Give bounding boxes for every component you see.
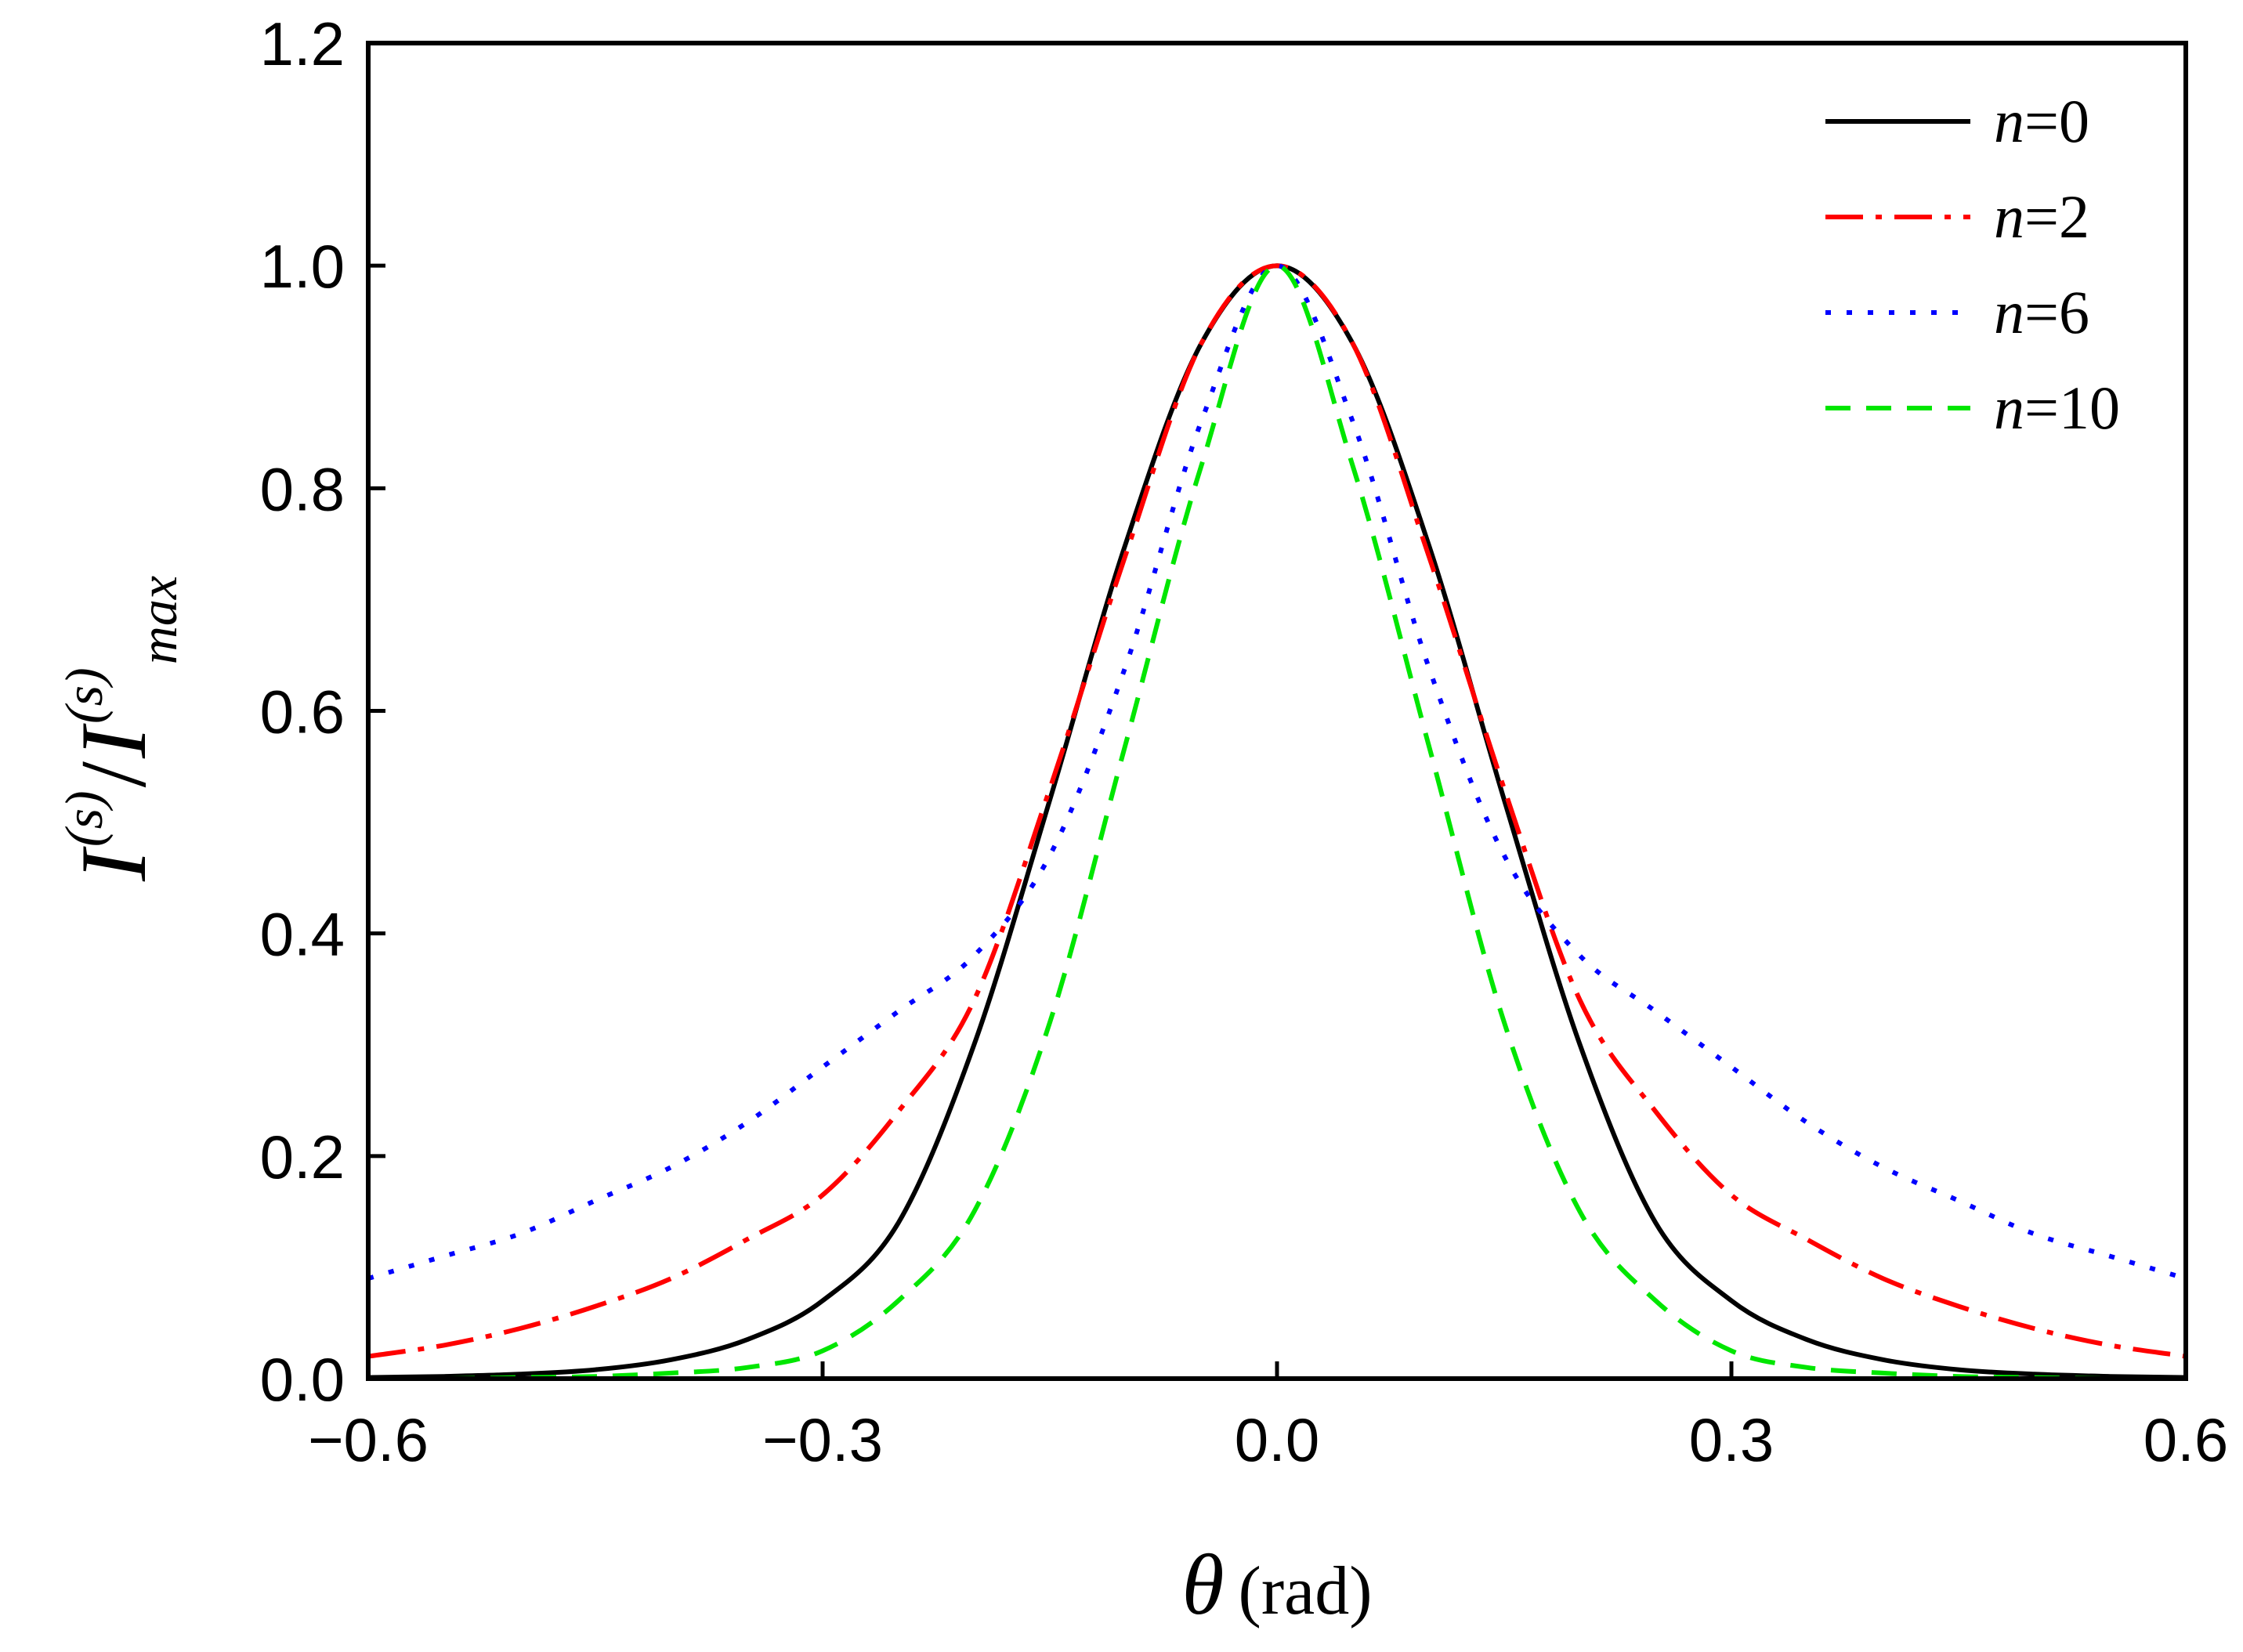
series-line-n=6 [368, 263, 2186, 1281]
x-tick-label: −0.3 [762, 1405, 883, 1474]
y-tick-label: 0.2 [260, 1122, 345, 1191]
legend-label-n=2: n=2 [1994, 183, 2089, 251]
x-tick-label: −0.6 [308, 1405, 429, 1474]
y-tick-label: 0.0 [260, 1345, 345, 1414]
y-axis-sub: max [128, 576, 188, 664]
legend-value: =2 [2024, 183, 2089, 251]
y-tick-label: 0.6 [260, 678, 345, 746]
legend-value: =10 [2024, 374, 2120, 442]
svg-text:I (s) / I: I (s) / I (s) max [54, 576, 188, 882]
x-axis-symbol: θ [1181, 1537, 1224, 1632]
y-tick-label: 0.8 [260, 454, 345, 523]
x-tick-label: 0.6 [2144, 1405, 2228, 1474]
y-tick-label: 1.0 [260, 232, 345, 301]
legend-value: =0 [2024, 87, 2089, 155]
legend-label-n=0: n=0 [1994, 87, 2089, 155]
y-axis-slash: / [61, 761, 165, 787]
legend: n=0n=2n=6n=10 [1825, 87, 2120, 442]
legend-label-n=6: n=6 [1994, 278, 2089, 346]
legend-var: n [1994, 183, 2024, 251]
series-layer [368, 263, 2186, 1379]
series-line-n=2 [368, 263, 2186, 1359]
plot-frame [366, 41, 2188, 1381]
y-axis-sup-1: (s) [54, 790, 114, 847]
y-axis-base-2: I [61, 723, 165, 759]
legend-value: =6 [2024, 278, 2089, 346]
series-line-n=0 [368, 263, 2186, 1379]
y-axis-sup-2: (s) [54, 667, 114, 724]
y-axis-label: I (s) / I (s) max [54, 576, 188, 882]
y-axis-base-1: I [61, 846, 165, 882]
ticks-layer: −0.6 −0.3 0.0 0.3 0.6 0.0 0.2 0.4 0.6 0.8 1.0 1.2 [260, 9, 2229, 1474]
legend-var: n [1994, 374, 2024, 442]
legend-var: n [1994, 87, 2024, 155]
y-tick-label: 0.4 [260, 900, 345, 969]
legend-label-n=10: n=10 [1994, 374, 2120, 442]
x-axis-unit: (rad) [1239, 1553, 1373, 1629]
legend-var: n [1994, 278, 2024, 346]
x-axis-label: θ (rad) [1181, 1537, 1372, 1632]
x-tick-label: 0.3 [1689, 1405, 1774, 1474]
series-line-n=10 [368, 263, 2186, 1379]
y-tick-label: 1.2 [260, 9, 345, 78]
x-tick-label: 0.0 [1235, 1405, 1319, 1474]
